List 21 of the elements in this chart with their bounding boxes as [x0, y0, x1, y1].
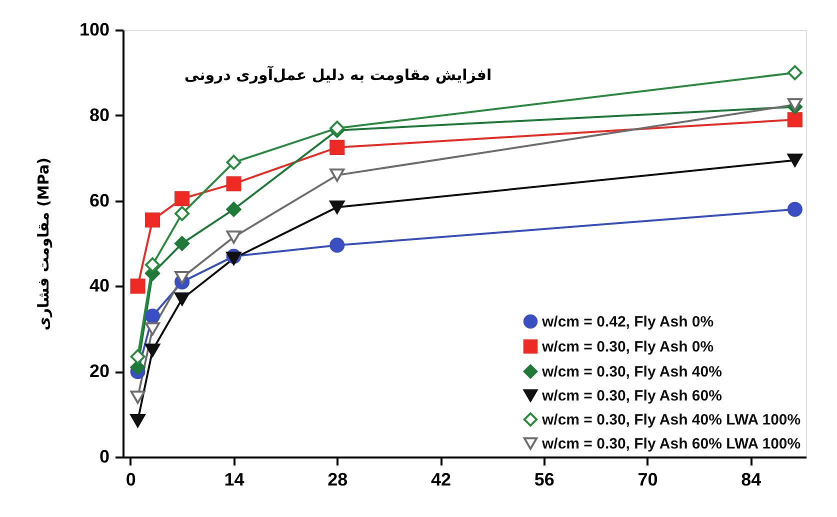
legend-label: w/cm = 0.30, Fly Ash 0% [541, 338, 714, 356]
annotation: افزایش مقاومت به دلیل عمل‌آوری درونی [184, 65, 492, 84]
x-tick-label: 0 [126, 470, 136, 490]
legend-label: w/cm = 0.30, Fly Ash 40% LWA 100% [541, 412, 801, 428]
x-tick-label: 70 [638, 470, 658, 490]
legend-label: w/cm = 0.30, Fly Ash 40% [541, 364, 722, 380]
x-tick-label: 56 [534, 470, 554, 490]
y-tick-label: 80 [89, 104, 110, 125]
x-tick-label: 14 [224, 470, 244, 490]
x-tick-label: 42 [430, 470, 452, 490]
x-tick-label: 28 [328, 470, 348, 490]
y-tick-label: 20 [89, 361, 110, 382]
legend-label: w/cm = 0.42, Fly Ash 0% [541, 314, 714, 330]
y-tick-label: 100 [79, 20, 110, 40]
y-tick-label: 40 [89, 276, 110, 296]
legend-label: w/cm = 0.30, Fly Ash 60% [541, 388, 722, 404]
legend-label: w/cm = 0.30, Fly Ash 60% LWA 100% [541, 436, 801, 452]
y-tick-label: 60 [89, 190, 110, 210]
y-axis-title: مقاومت فشاری (MPa) [34, 157, 52, 331]
y-tick-label: 0 [99, 446, 110, 466]
x-tick-label: 84 [741, 470, 762, 490]
